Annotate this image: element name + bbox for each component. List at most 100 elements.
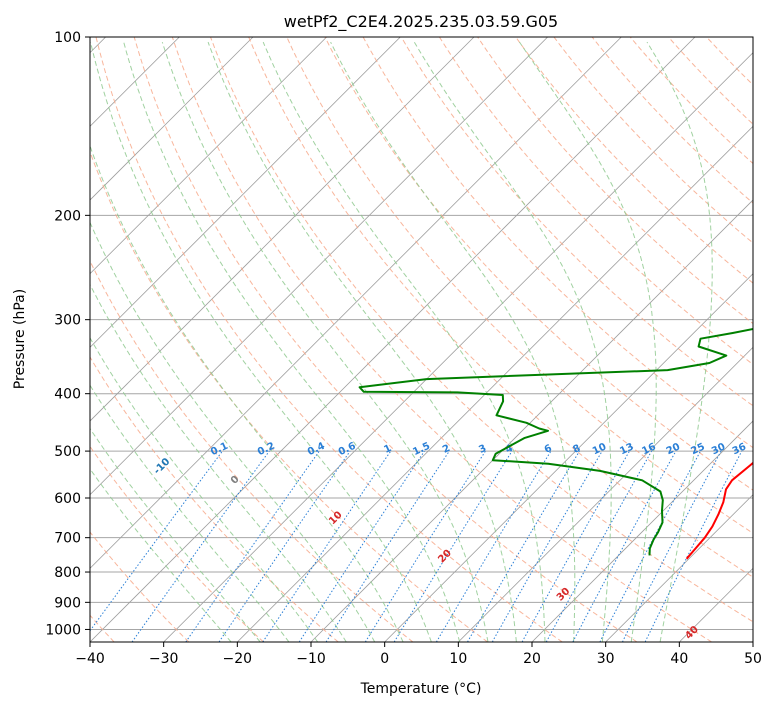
mixing-ratio-label: 30	[710, 441, 727, 457]
mixing-ratio-line	[521, 450, 630, 642]
x-tick-label: −10	[296, 651, 326, 667]
y-tick-label: 400	[54, 387, 81, 403]
y-tick-label: 900	[54, 595, 81, 611]
moist-adiabat-line	[646, 41, 713, 642]
isotherm-line	[605, 494, 753, 642]
dry-adiabat-line	[477, 37, 753, 325]
moist-adiabat-line	[262, 41, 546, 642]
y-tick-label: 100	[54, 30, 81, 46]
mixing-ratio-line	[131, 450, 270, 642]
line-labels: 0.10.20.40.611.52346810131620253036-100-…	[60, 412, 748, 642]
x-tick-label: −40	[75, 651, 105, 667]
isotherm-line	[90, 37, 696, 642]
moist-adiabat-line	[90, 427, 261, 642]
moist-adiabat-line	[90, 384, 290, 642]
moist-adiabat-line	[330, 41, 576, 642]
isotherm-line	[237, 125, 753, 642]
axes: −40 −30 −20 −10 0 10 20 30 40 5010020030040050060…	[45, 30, 762, 667]
mixing-ratio-label: 36	[731, 441, 748, 457]
mixing-ratio-label: 1	[382, 443, 393, 456]
x-tick-label: −30	[149, 651, 179, 667]
y-tick-label: 200	[54, 208, 81, 224]
mixing-ratio-label: 20	[665, 441, 682, 457]
isotherm-line	[531, 420, 753, 642]
mixing-ratio-line	[435, 450, 552, 642]
mixing-ratio-line	[298, 450, 425, 642]
isotherm-line	[384, 273, 753, 642]
x-tick-label: 0	[380, 651, 389, 667]
mixing-ratio-label: 1.5	[411, 441, 432, 458]
dry-adiabat-line	[362, 37, 753, 449]
mixing-ratio-line	[621, 450, 722, 642]
mixing-ratio-line	[218, 450, 351, 642]
x-tick-label: 50	[744, 651, 762, 667]
mixing-ratio-line	[364, 450, 486, 642]
y-tick-label: 300	[54, 313, 81, 329]
x-axis-label: Temperature (°C)	[360, 681, 482, 697]
mixing-ratio-label: 8	[571, 443, 582, 456]
moist-adiabat-line	[207, 41, 517, 642]
mixing-ratio-label: 4	[504, 443, 515, 456]
mixing-ratio-line	[90, 450, 223, 632]
moist-adiabat-line	[519, 41, 657, 642]
isotherm-line	[90, 37, 475, 422]
dry-adiabat-line	[668, 37, 753, 125]
mixing-ratio-line	[599, 450, 701, 642]
dry-adiabat-line	[90, 259, 414, 642]
background-lines	[90, 37, 753, 642]
dry-adiabat-line	[248, 37, 753, 578]
dry-adiabat-label: 0	[229, 474, 242, 487]
isotherm-line	[90, 37, 622, 569]
moist-adiabat-line	[123, 41, 461, 642]
dry-adiabat-label: -20	[60, 412, 81, 433]
x-tick-label: 40	[670, 651, 688, 667]
mixing-ratio-label: 0.2	[256, 441, 277, 458]
mixing-ratio-label: 6	[543, 443, 554, 456]
isotherm-line	[90, 37, 548, 496]
dry-adiabat-label: 20	[436, 548, 454, 566]
x-tick-label: 10	[449, 651, 467, 667]
dry-adiabat-line	[553, 37, 753, 244]
mixing-ratio-label: 3	[477, 443, 488, 456]
mixing-ratio-line	[644, 450, 743, 642]
chart-title: wetPf2_C2E4.2025.235.03.59.G05	[284, 12, 558, 32]
mixing-ratio-line	[545, 450, 653, 642]
isotherm-line	[90, 37, 254, 201]
moist-adiabat-line	[90, 221, 376, 642]
dry-adiabat-line	[90, 531, 190, 642]
moist-adiabat-line	[90, 41, 432, 642]
mixing-ratio-label: 25	[689, 441, 706, 457]
dry-adiabat-line	[133, 37, 638, 642]
mixing-ratio-line	[185, 450, 320, 642]
dry-adiabat-line	[210, 37, 753, 623]
dry-adiabat-line	[591, 37, 753, 204]
isotherm-line	[752, 641, 753, 642]
x-tick-label: 20	[523, 651, 541, 667]
dry-adiabat-line	[438, 37, 753, 366]
plot-frame	[89, 36, 754, 643]
isotherm-line	[458, 346, 753, 642]
y-tick-label: 700	[54, 531, 81, 547]
dry-adiabat-label: 10	[327, 510, 345, 528]
dry-adiabat-line	[171, 37, 712, 642]
mixing-ratio-label: 2	[441, 443, 452, 456]
y-tick-label: 600	[54, 491, 81, 507]
isotherm-line	[163, 52, 753, 642]
mixing-ratio-label: 13	[618, 441, 635, 457]
mixing-ratio-line	[325, 450, 450, 642]
dry-adiabat-label: 40	[683, 624, 701, 642]
moist-adiabat-line	[90, 144, 404, 642]
dry-adiabat-label: 30	[555, 586, 573, 604]
temperature-line	[685, 461, 753, 560]
dewpoint-line	[358, 327, 753, 556]
dry-adiabat-line	[400, 37, 753, 407]
series-lines	[358, 327, 753, 560]
isotherm-line	[310, 199, 753, 642]
dry-adiabat-line	[515, 37, 753, 284]
y-tick-label: 1000	[45, 622, 81, 638]
dry-adiabat-line	[706, 37, 753, 86]
mixing-ratio-line	[393, 450, 513, 642]
mixing-ratio-label: 10	[591, 441, 608, 457]
